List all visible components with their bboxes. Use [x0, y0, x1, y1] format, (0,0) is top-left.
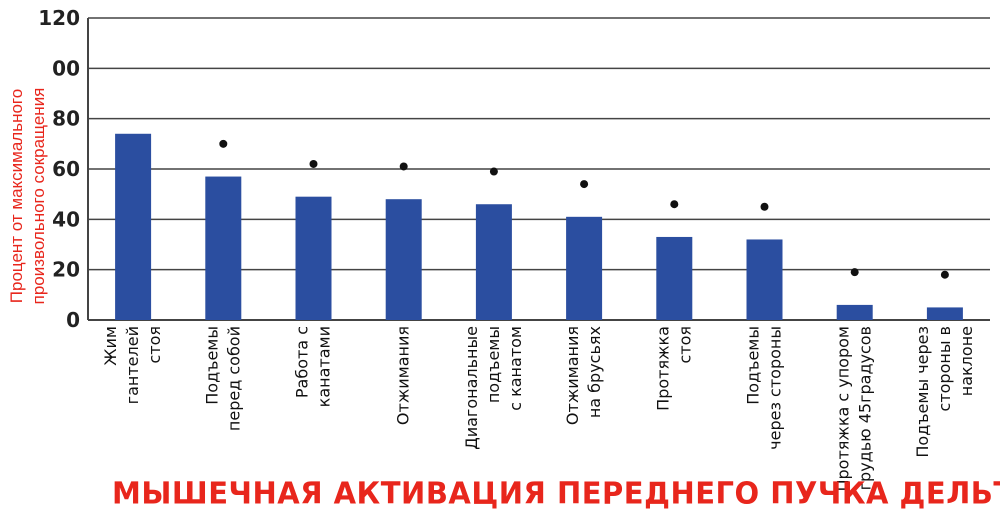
significance-marker [940, 270, 949, 279]
bar [475, 204, 512, 320]
chart-title: МЫШЕЧНАЯ АКТИВАЦИЯ ПЕРЕДНЕГО ПУЧКА ДЕЛЬТ… [112, 475, 1000, 511]
significance-marker [850, 268, 859, 277]
y-tick-label: 120 [38, 6, 80, 30]
bar [836, 304, 873, 320]
y-tick-labels: 0 20 40 60 80 00 120 [38, 6, 80, 332]
significance-marker [489, 167, 498, 176]
category-label: Подъемы через стороны [744, 326, 785, 450]
markers [219, 139, 949, 279]
bar [746, 239, 783, 320]
significance-marker [219, 139, 228, 148]
significance-marker [309, 159, 318, 168]
category-label: Протяжка с упором грудью 45градусов [834, 326, 875, 492]
y-tick-label: 60 [52, 157, 80, 181]
bar [656, 236, 693, 320]
category-label: Отжимания [394, 326, 413, 425]
bar [385, 199, 422, 320]
bars [115, 133, 963, 320]
y-tick-label: 0 [66, 308, 80, 332]
significance-marker [580, 180, 589, 189]
category-label: Подъемы через стороны в наклоне [913, 326, 976, 458]
category-labels: Жим гантелей стоя Подъемы перед собой Работа … [101, 326, 976, 492]
y-axis-label: Процент от максимального произвольного со… [7, 88, 48, 305]
y-tick-label: 40 [52, 207, 80, 231]
category-label: Работа с канатами [293, 326, 334, 407]
category-label: Подъемы перед собой [202, 326, 243, 431]
category-label: Отжимания на брусьях [563, 326, 604, 425]
y-tick-label: 80 [52, 107, 80, 131]
category-label: Диагональные подъемы с канатом [462, 326, 525, 450]
category-label: Жим гантелей стоя [101, 326, 164, 404]
significance-marker [399, 162, 408, 171]
bar [205, 176, 242, 320]
significance-marker [670, 200, 679, 209]
y-tick-label: 20 [52, 258, 80, 282]
bar [566, 216, 603, 320]
category-label: Протяжка стоя [653, 326, 694, 411]
bar [926, 307, 963, 320]
y-tick-label: 00 [52, 56, 80, 80]
bar [295, 196, 332, 320]
significance-marker [760, 202, 769, 211]
bar [115, 133, 152, 320]
